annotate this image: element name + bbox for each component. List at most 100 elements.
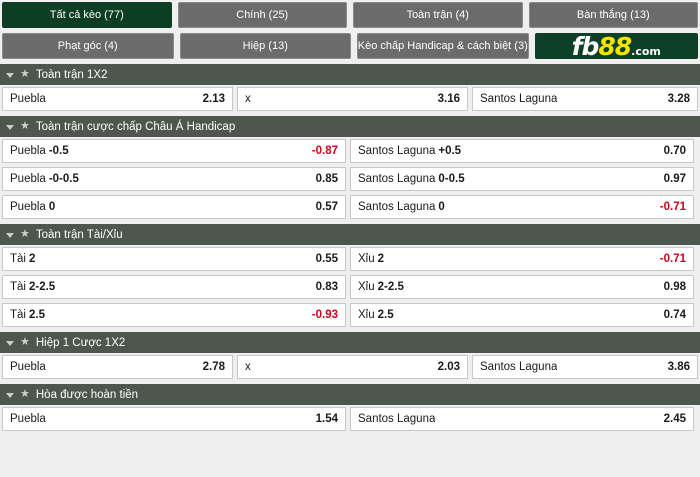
odds-selection[interactable]: Santos Laguna +0.5 0.70 [350,139,694,163]
market-section-header[interactable]: ★ Hòa được hoàn tiền [0,384,700,405]
odds-selection-label: Xỉu 2.5 [358,309,394,321]
market-section-header[interactable]: ★ Toàn trận Tài/Xỉu [0,224,700,245]
odds-price: 0.83 [315,281,338,293]
market-tab[interactable]: Hiệp (13) [179,33,351,59]
handicap-value: 0 [48,201,56,213]
chevron-down-icon[interactable] [6,393,14,398]
market-section-header[interactable]: ★ Toàn trận 1X2 [0,64,700,85]
handicap-value: 2 [377,253,385,265]
odds-selection[interactable]: Xỉu 2-2.5 0.98 [350,275,694,299]
odds-price: 0.57 [315,201,338,213]
odds-price: 0.74 [663,309,686,321]
odds-selection-label: Tài 2-2.5 [10,281,56,293]
odds-row: Puebla -0-0.5 0.85 Santos Laguna 0-0.5 0.97 [0,165,700,193]
odds-price: -0.71 [659,253,686,265]
logo-dotcom-text: .com [631,44,661,58]
market-section-title: Toàn trận cược chấp Châu Á Handicap [35,120,236,133]
market-section-title: Toàn trận Tài/Xỉu [35,228,123,241]
odds-selection-label: Santos Laguna [358,413,436,425]
market-sections: ★ Toàn trận 1X2 Puebla 2.13 x 3.16 Santos Lagu… [0,64,700,433]
market-tab-label: Chính (25) [236,9,289,21]
odds-selection[interactable]: Xỉu 2.5 0.74 [350,303,694,327]
chevron-down-icon[interactable] [6,73,14,78]
odds-price: 0.70 [663,145,686,157]
star-icon[interactable]: ★ [20,228,30,240]
odds-row: Puebla 2.13 x 3.16 Santos Laguna 3.28 [0,85,700,113]
odds-selection-label: Puebla [10,93,46,105]
odds-selection[interactable]: Santos Laguna 0-0.5 0.97 [350,167,694,191]
market-section: ★ Hòa được hoàn tiền Puebla 1.54 Santos Lagu… [0,384,700,433]
market-tab[interactable]: Tất cả kèo (77) [2,2,172,28]
odds-selection[interactable]: Xỉu 2 -0.71 [350,247,694,271]
star-icon[interactable]: ★ [20,388,30,400]
market-tab[interactable]: Toàn trận (4) [353,2,523,28]
chevron-down-icon[interactable] [6,341,14,346]
market-tab-label: Hiệp (13) [242,40,288,52]
logo-88-text: 88 [598,33,632,59]
odds-selection[interactable]: Santos Laguna 3.86 [472,355,698,379]
market-section-header[interactable]: ★ Hiệp 1 Cược 1X2 [0,332,700,353]
odds-selection[interactable]: Tài 2.5 -0.93 [2,303,346,327]
odds-selection-label: Puebla -0.5 [10,145,69,157]
odds-selection[interactable]: x 2.03 [237,355,468,379]
market-tab[interactable]: Phạt góc (4) [2,33,174,59]
odds-rows: Puebla -0.5 -0.87 Santos Laguna +0.5 0.70 Pueb… [0,137,700,221]
odds-selection[interactable]: Puebla 0 0.57 [2,195,346,219]
odds-selection[interactable]: Tài 2 0.55 [2,247,346,271]
odds-selection[interactable]: Puebla 1.54 [2,407,346,431]
chevron-down-icon[interactable] [6,233,14,238]
odds-selection[interactable]: x 3.16 [237,87,468,111]
market-tab-label: Kèo chấp Handicap & cách biệt (3) [357,40,528,52]
chevron-down-icon[interactable] [6,125,14,130]
market-tab-row-2: Phạt góc (4) Hiệp (13) Kèo chấp Handicap &… [2,33,698,59]
odds-price: 2.03 [437,361,460,373]
market-section: ★ Hiệp 1 Cược 1X2 Puebla 2.78 x 2.03 Santos La… [0,332,700,381]
odds-selection-label: Santos Laguna +0.5 [358,145,462,157]
star-icon[interactable]: ★ [20,120,30,132]
odds-selection[interactable]: Puebla -0.5 -0.87 [2,139,346,163]
odds-selection[interactable]: Puebla 2.78 [2,355,233,379]
odds-selection-label: Puebla [10,361,46,373]
odds-selection-label: Xỉu 2 [358,253,385,265]
odds-selection-label: Puebla 0 [10,201,56,213]
odds-selection[interactable]: Tài 2-2.5 0.83 [2,275,346,299]
odds-selection-label: Tài 2.5 [10,309,45,321]
market-tab-label: Bàn thắng (13) [576,9,650,21]
odds-selection[interactable]: Santos Laguna 3.28 [472,87,698,111]
odds-rows: Puebla 2.13 x 3.16 Santos Laguna 3.28 [0,85,700,113]
odds-price: 1.54 [315,413,338,425]
market-tab[interactable]: Bàn thắng (13) [528,2,698,28]
odds-row: Tài 2-2.5 0.83 Xỉu 2-2.5 0.98 [0,273,700,301]
market-tab[interactable]: Chính (25) [177,2,347,28]
odds-price: 3.16 [437,93,460,105]
odds-price: -0.71 [659,201,686,213]
market-tab[interactable]: Kèo chấp Handicap & cách biệt (3) [357,33,529,59]
odds-price: 0.55 [315,253,338,265]
odds-selection[interactable]: Santos Laguna 0 -0.71 [350,195,694,219]
odds-price: 3.86 [667,361,690,373]
odds-selection-label: Puebla -0-0.5 [10,173,79,185]
odds-selection[interactable]: Puebla -0-0.5 0.85 [2,167,346,191]
market-tab-label: Phạt góc (4) [57,40,118,52]
odds-price: 0.85 [315,173,338,185]
odds-row: Puebla -0.5 -0.87 Santos Laguna +0.5 0.70 [0,137,700,165]
handicap-value: 0-0.5 [438,173,465,185]
odds-selection-label: Santos Laguna [480,93,558,105]
odds-rows: Tài 2 0.55 Xỉu 2 -0.71 Tài 2-2.5 0.83 Xỉu 2-2.5 0.9… [0,245,700,329]
market-section: ★ Toàn trận cược chấp Châu Á Handicap Pueb… [0,116,700,221]
odds-price: 2.78 [202,361,225,373]
odds-row: Puebla 1.54 Santos Laguna 2.45 [0,405,700,433]
odds-price: 0.97 [663,173,686,185]
odds-selection[interactable]: Santos Laguna 2.45 [350,407,694,431]
star-icon[interactable]: ★ [20,336,30,348]
market-section-header[interactable]: ★ Toàn trận cược chấp Châu Á Handicap [0,116,700,137]
odds-selection[interactable]: Puebla 2.13 [2,87,233,111]
odds-selection-label: Tài 2 [10,253,36,265]
handicap-value: 2-2.5 [28,281,56,293]
handicap-value: 0 [438,201,445,213]
market-tab-label: Tất cả kèo (77) [49,9,124,21]
star-icon[interactable]: ★ [20,68,30,80]
fb88-logo[interactable]: fb 88 .com [534,33,698,59]
odds-price: -0.93 [311,309,338,321]
